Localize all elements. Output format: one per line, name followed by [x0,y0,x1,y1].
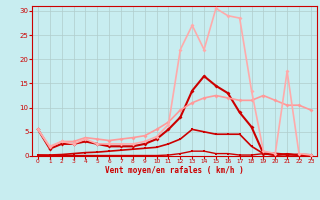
X-axis label: Vent moyen/en rafales ( km/h ): Vent moyen/en rafales ( km/h ) [105,166,244,175]
